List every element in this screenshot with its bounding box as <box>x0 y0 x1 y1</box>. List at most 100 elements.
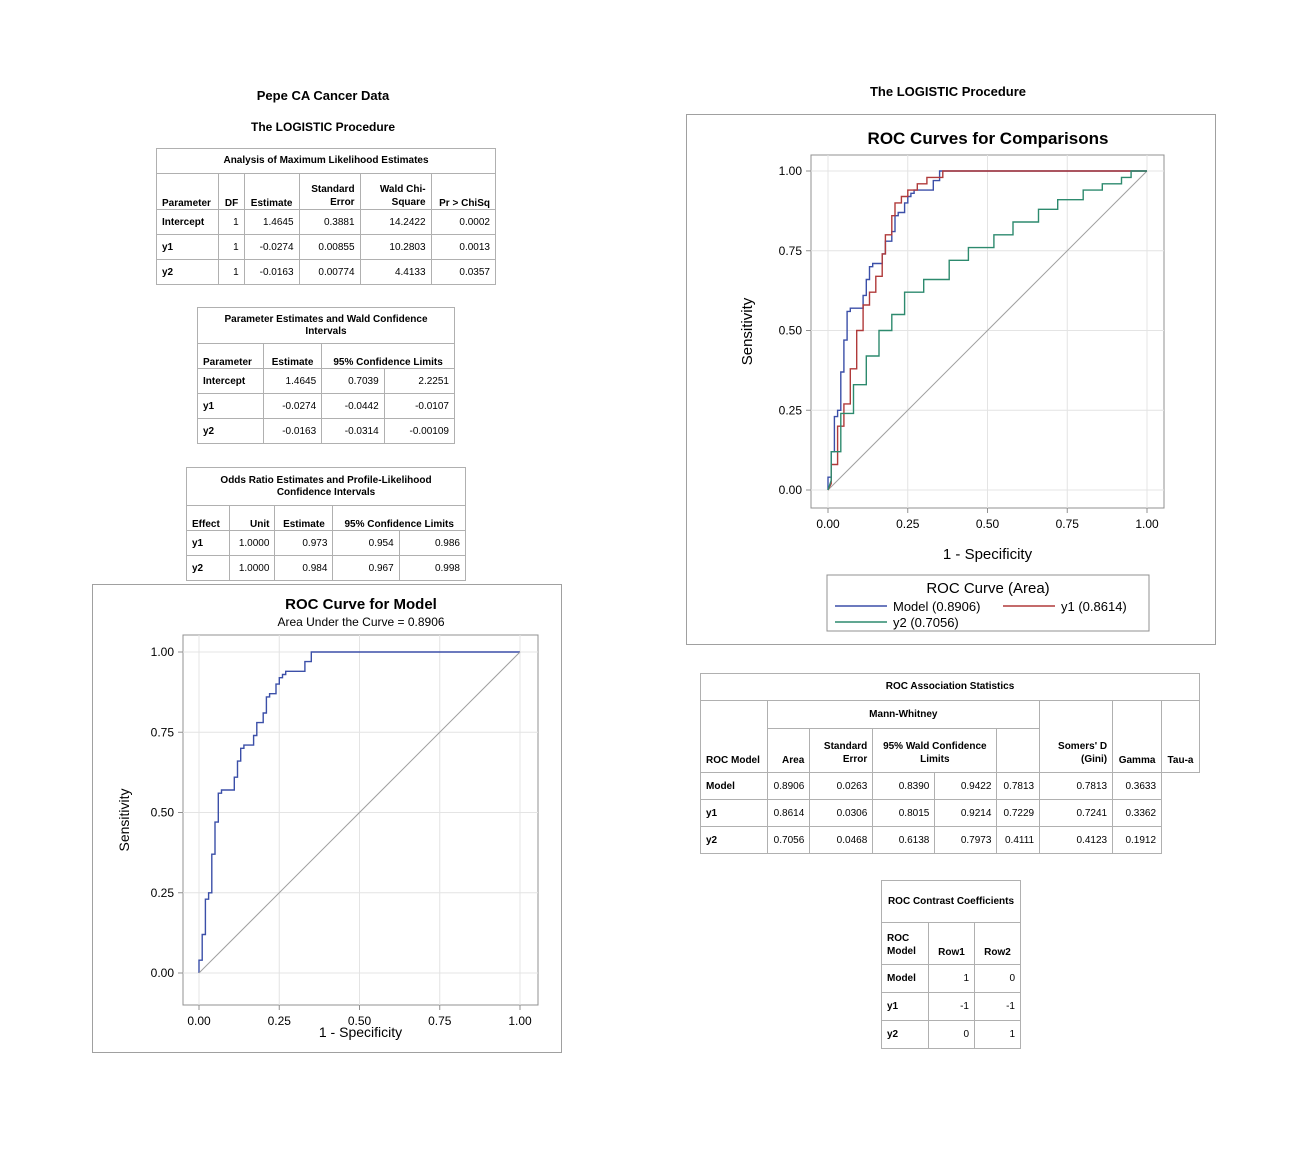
cell: 0.7056 <box>766 826 811 854</box>
odds-ratio-table: Odds Ratio Estimates and Profile-Likelih… <box>186 467 467 581</box>
col-header: Estimate <box>274 505 334 531</box>
cell: 0.0306 <box>809 799 874 827</box>
table-row: Intercept 1 1.4645 0.3881 14.2422 0.0002 <box>155 209 497 235</box>
cell: -0.0107 <box>383 393 456 419</box>
cell: 0.7813 <box>996 772 1041 800</box>
table-row: y2 -0.0163 -0.0314 -0.00109 <box>196 418 456 444</box>
row-header: Model <box>700 772 768 800</box>
row-header: Intercept <box>196 368 265 394</box>
col-header: Wald Chi-Square <box>359 173 432 210</box>
roc-curve-line <box>827 170 1147 491</box>
roc-comparison-figure: ROC Curves for Comparisons 0.00 0.25 0.50 0.… <box>686 114 1216 645</box>
cell: 0.00774 <box>298 259 361 285</box>
cell: 0.9422 <box>934 772 998 800</box>
table-row: Intercept 1.4645 0.7039 2.2251 <box>196 368 456 394</box>
x-tick-label: 0.75 <box>1056 517 1080 531</box>
x-axis-label: 1 - Specificity <box>319 1024 402 1040</box>
cell: -0.0442 <box>321 393 385 419</box>
legend-title: ROC Curve (Area) <box>926 580 1049 597</box>
y-tick-label: 1.00 <box>151 645 175 659</box>
roc-association-table: ROC Association Statistics ROC Model Man… <box>700 673 1200 854</box>
cell: 0.3881 <box>298 209 361 235</box>
cell: 0.973 <box>274 530 334 556</box>
row-header: y1 <box>155 234 220 260</box>
row-header: y1 <box>186 530 230 556</box>
row-header: y1 <box>700 799 768 827</box>
roc-curve-line <box>198 651 520 973</box>
cell: 0.8015 <box>872 799 936 827</box>
x-tick-label: 0.50 <box>348 1014 372 1028</box>
cell: 0.7813 <box>1039 772 1114 800</box>
row-header: y2 <box>155 259 220 285</box>
table-row: y1 1 -0.0274 0.00855 10.2803 0.0013 <box>155 234 497 260</box>
cell: 0.954 <box>332 530 400 556</box>
cell: 14.2422 <box>359 209 432 235</box>
cell: 0.7229 <box>996 799 1041 827</box>
col-header: ROC Model <box>700 700 768 773</box>
col-header: ROC Model <box>881 922 929 965</box>
col-header: Somers' D (Gini) <box>1039 700 1114 773</box>
table-row: y2 1.0000 0.984 0.967 0.998 <box>186 555 467 581</box>
legend-entry: y1 (0.8614) <box>1061 599 1127 614</box>
table-caption: Odds Ratio Estimates and Profile-Likelih… <box>186 467 466 506</box>
diagonal-reference-line <box>827 170 1148 491</box>
x-tick-label: 0.25 <box>268 1014 292 1028</box>
diagonal-reference-line <box>198 651 521 974</box>
cell: 0.0468 <box>809 826 874 854</box>
table-caption: Analysis of Maximum Likelihood Estimates <box>156 148 496 174</box>
cell: 0.1912 <box>1112 826 1163 854</box>
col-header: Area <box>766 728 811 773</box>
procedure-title-right: The LOGISTIC Procedure <box>869 84 1027 99</box>
x-tick-label: 1.00 <box>508 1014 532 1028</box>
cell: 4.4133 <box>359 259 432 285</box>
cell: 0 <box>974 964 1021 993</box>
row-header: Intercept <box>155 209 220 235</box>
cell: 1.4645 <box>243 209 300 235</box>
cell: 1 <box>218 259 245 285</box>
col-header: Effect <box>186 505 230 531</box>
col-header: Row1 <box>928 922 975 965</box>
cell: 10.2803 <box>359 234 432 260</box>
row-header: y2 <box>196 418 265 444</box>
table-row: Model 0.8906 0.0263 0.8390 0.9422 0.7813… <box>700 772 1200 800</box>
x-tick-label: 0.25 <box>896 517 920 531</box>
chart-title: ROC Curves for Comparisons <box>868 129 1109 148</box>
col-header: 95% Wald Confidence Limits <box>872 728 998 773</box>
col-header: Parameter <box>155 173 220 210</box>
cell: -0.0163 <box>263 418 323 444</box>
legend-entry: y2 (0.7056) <box>893 615 959 630</box>
table-row: y2 0 1 <box>881 1020 1021 1049</box>
col-header: Unit <box>228 505 276 531</box>
cell: -0.0163 <box>243 259 300 285</box>
roc-curve-line <box>827 170 1147 491</box>
cell: 0.7039 <box>321 368 385 394</box>
cell: 1.0000 <box>228 530 276 556</box>
cell: 0.0263 <box>809 772 874 800</box>
cell: 1.0000 <box>228 555 276 581</box>
cell: 0.9214 <box>934 799 998 827</box>
row-header: y2 <box>881 1020 929 1049</box>
table-row: y2 1 -0.0163 0.00774 4.4133 0.0357 <box>155 259 497 285</box>
x-tick-label: 0.75 <box>428 1014 452 1028</box>
wald-ci-table: Parameter Estimates and Wald Confidence … <box>196 307 456 444</box>
x-axis-label: 1 - Specificity <box>943 546 1033 563</box>
x-tick-label: 0.00 <box>816 517 840 531</box>
y-axis-label: Sensitivity <box>739 297 756 365</box>
cell: 1 <box>218 234 245 260</box>
y-tick-label: 0.00 <box>151 966 175 980</box>
cell: 0.986 <box>398 530 467 556</box>
y-tick-label: 0.50 <box>779 324 803 338</box>
y-axis-label: Sensitivity <box>116 788 132 851</box>
table-caption: ROC Contrast Coefficients <box>881 880 1021 923</box>
cell: -1 <box>974 992 1021 1021</box>
cell: 0.4111 <box>996 826 1041 854</box>
cell: 1 <box>218 209 245 235</box>
y-tick-label: 0.00 <box>779 483 803 497</box>
cell: 1.4645 <box>263 368 323 394</box>
mle-table: Analysis of Maximum Likelihood Estimates… <box>155 148 497 285</box>
cell: 1 <box>928 964 975 993</box>
y-tick-label: 0.25 <box>151 886 175 900</box>
cell: 0.998 <box>398 555 467 581</box>
col-header: Standard Error <box>298 173 361 210</box>
cell: -0.0314 <box>321 418 385 444</box>
